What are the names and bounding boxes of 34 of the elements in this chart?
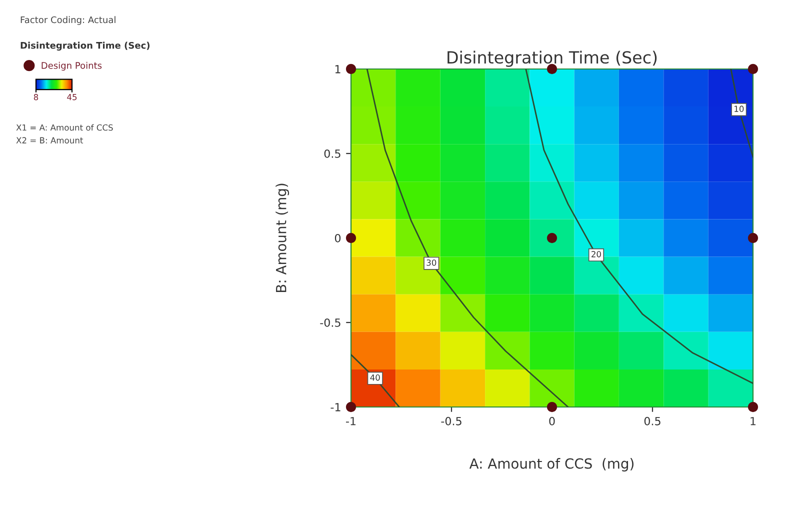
text: X2 = B: Amount bbox=[16, 137, 84, 144]
y-axis-title: B: Amount (mg) bbox=[276, 184, 290, 292]
y-tick-label: -0.5 bbox=[320, 318, 340, 327]
y-tick-label: -1 bbox=[330, 403, 340, 412]
series-label: 10 bbox=[734, 106, 744, 112]
x-tick-label: -1 bbox=[346, 417, 356, 426]
point bbox=[748, 232, 758, 244]
text: X1 = A: Amount of CCS bbox=[16, 124, 113, 131]
y-tick-label: 1 bbox=[335, 65, 340, 74]
point bbox=[346, 64, 356, 74]
y-tick-label: 0.5 bbox=[324, 149, 340, 158]
x-tick-label: 1 bbox=[750, 417, 756, 426]
point bbox=[346, 232, 356, 244]
x-tick-label: 0 bbox=[549, 416, 555, 426]
line-series bbox=[525, 69, 753, 384]
color-bar-title: Disintegration Time (Sec) bbox=[20, 42, 150, 51]
series-label: 40 bbox=[370, 374, 380, 381]
color-bar-label: 45 bbox=[67, 94, 77, 100]
x-tick-label: 0.5 bbox=[644, 416, 660, 426]
y-tick-label: 0 bbox=[334, 234, 341, 242]
chart-title: Disintegration Time (Sec) bbox=[448, 50, 657, 67]
color-bar-label: 8 bbox=[34, 94, 38, 100]
point bbox=[546, 402, 558, 412]
x-axis-title: A: Amount of CCS (mg) bbox=[469, 458, 634, 472]
legend-label: Design Points bbox=[42, 62, 102, 71]
text: Factor Coding: Actual bbox=[20, 16, 116, 25]
point bbox=[748, 64, 758, 74]
point bbox=[546, 232, 558, 244]
line-series bbox=[366, 69, 569, 407]
series-label: 30 bbox=[426, 259, 436, 266]
x-tick-label: -0.5 bbox=[441, 416, 462, 426]
series-label: 20 bbox=[592, 251, 601, 258]
point bbox=[748, 402, 758, 412]
point bbox=[346, 402, 356, 412]
